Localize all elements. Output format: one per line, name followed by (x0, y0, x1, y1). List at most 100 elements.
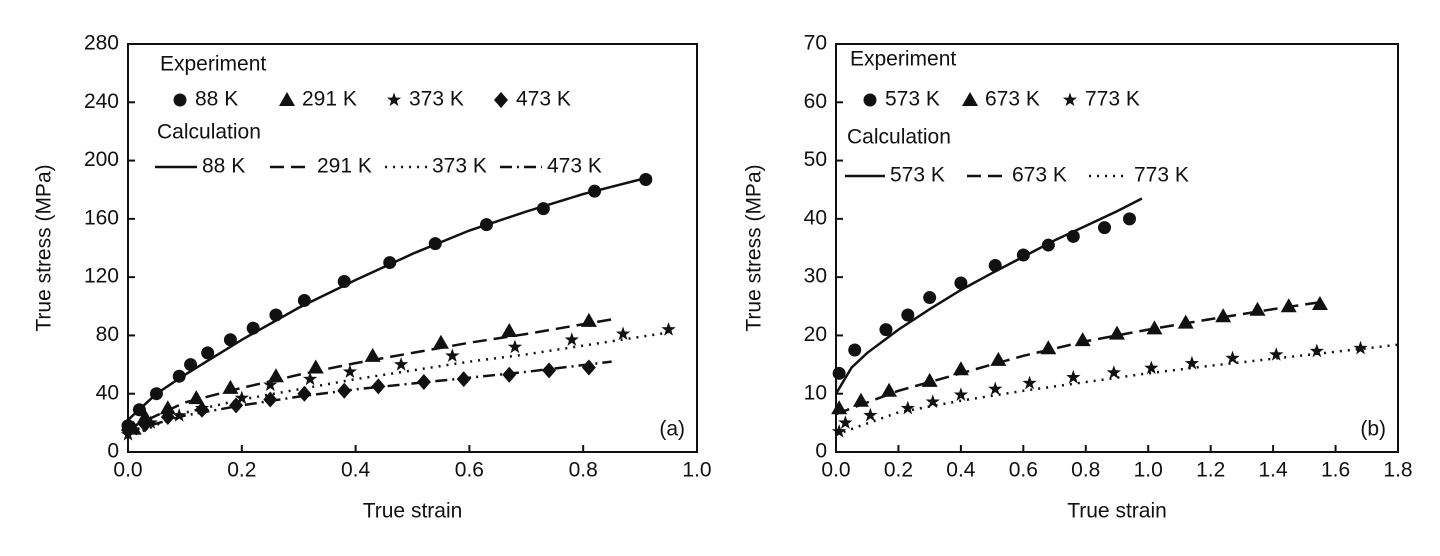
legend-label: 573 K (885, 88, 940, 111)
legend-marker (962, 92, 978, 106)
data-point (502, 366, 517, 383)
x-axis-label: True strain (363, 500, 463, 523)
legend-title: Experiment (850, 48, 956, 71)
data-point (149, 387, 163, 401)
data-point (581, 359, 596, 376)
data-point (661, 322, 676, 336)
data-point (580, 312, 597, 327)
data-point (246, 321, 260, 335)
legend-label: 473 K (516, 88, 571, 111)
data-point (1146, 320, 1163, 335)
data-point (1215, 308, 1232, 323)
data-point (269, 308, 283, 322)
data-point (952, 361, 969, 376)
data-point (222, 379, 239, 394)
calculation-line (127, 331, 669, 439)
data-point (1074, 332, 1091, 347)
x-tick-label: 0.6 (1009, 459, 1038, 482)
legend-label: 88 K (202, 155, 245, 178)
x-tick-label: 0.0 (821, 459, 850, 482)
data-point (921, 372, 938, 387)
data-point (172, 369, 186, 383)
data-point (1016, 248, 1030, 262)
data-point (1066, 369, 1081, 384)
x-tick-label: 1.0 (682, 459, 711, 482)
data-point (954, 276, 968, 290)
data-point (615, 326, 631, 341)
data-point (1311, 295, 1328, 310)
x-tick-label: 1.0 (1134, 459, 1163, 482)
data-point (138, 416, 153, 433)
data-point (263, 391, 278, 408)
x-tick-label: 0.4 (946, 459, 976, 482)
legend-label: 773 K (1134, 164, 1189, 187)
data-point (229, 397, 244, 414)
legend-marker (279, 92, 295, 106)
data-point (831, 400, 848, 415)
y-tick-label: 0 (815, 440, 827, 463)
x-tick-label: 0.6 (455, 459, 484, 482)
data-point (588, 184, 602, 198)
data-point (297, 385, 312, 402)
data-point (479, 218, 493, 232)
data-point (832, 366, 846, 380)
data-point (507, 339, 523, 354)
data-point (1122, 212, 1136, 226)
data-point (900, 400, 915, 415)
legend-marker (863, 93, 877, 107)
y-tick-label: 70 (804, 32, 827, 55)
y-tick-label: 50 (804, 148, 827, 171)
data-point (201, 346, 215, 360)
data-point (1225, 350, 1240, 365)
calculation-line (835, 343, 1399, 436)
x-tick-label: 0.2 (227, 459, 256, 482)
data-point (137, 409, 154, 424)
data-point (393, 357, 409, 371)
legend-label: 773 K (1085, 88, 1140, 111)
x-tick-label: 0.8 (1071, 459, 1100, 482)
x-axis-label: True strain (1067, 500, 1167, 523)
y-tick-label: 10 (804, 381, 827, 404)
data-point (371, 378, 386, 395)
data-point (831, 424, 847, 438)
y-tick-label: 40 (96, 381, 119, 404)
data-point (1309, 343, 1324, 358)
data-point (428, 237, 442, 251)
x-tick-label: 0.8 (569, 459, 598, 482)
x-tick-label: 0.0 (113, 459, 142, 482)
data-point (564, 332, 579, 346)
data-point (1177, 314, 1194, 329)
x-tick-label: 0.2 (884, 459, 913, 482)
data-point (542, 362, 557, 379)
calculation-line (127, 360, 612, 433)
data-point (925, 394, 940, 408)
y-tick-label: 30 (804, 265, 827, 288)
legend-label: 473 K (547, 155, 602, 178)
legend-label: 573 K (890, 164, 945, 187)
x-tick-label: 0.4 (341, 459, 371, 482)
data-point (159, 400, 176, 415)
legend-label: 373 K (409, 88, 464, 111)
data-point (988, 258, 1002, 272)
legend-label: 373 K (432, 155, 487, 178)
data-point (1184, 355, 1200, 370)
legend-title: Experiment (160, 53, 266, 76)
y-axis-label: True stress (MPa) (33, 164, 56, 331)
data-point (1280, 298, 1297, 313)
legend-marker (386, 92, 402, 107)
data-point (848, 343, 862, 357)
y-tick-label: 280 (84, 32, 119, 55)
data-point (188, 390, 205, 405)
data-point (1109, 325, 1125, 340)
legend-label: 88 K (195, 88, 238, 111)
legend-marker (1062, 92, 1078, 107)
data-point (988, 381, 1003, 396)
panel-label: (b) (1360, 418, 1386, 441)
x-tick-label: 1.4 (1259, 459, 1289, 482)
data-point (456, 371, 471, 388)
data-point (432, 334, 449, 349)
data-point (307, 359, 324, 374)
data-point (1353, 340, 1368, 355)
data-point (302, 371, 318, 386)
